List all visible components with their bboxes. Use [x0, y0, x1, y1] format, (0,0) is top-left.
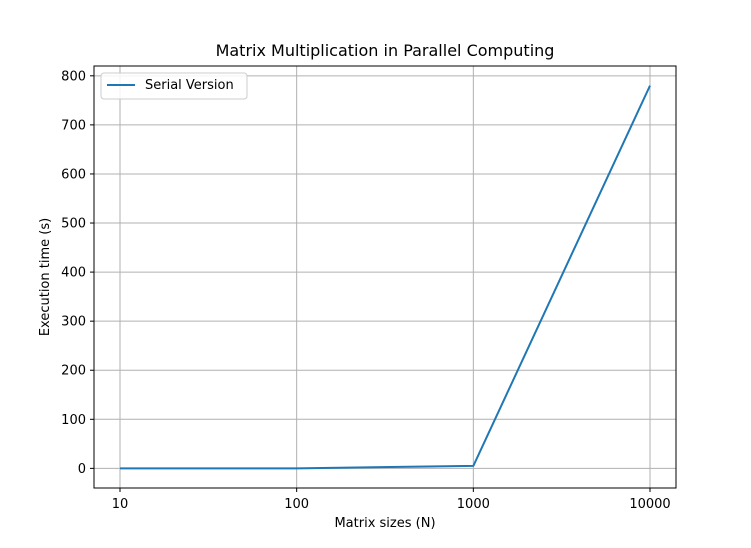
legend-label-serial-version: Serial Version [145, 78, 234, 93]
legend: Serial Version [100, 72, 248, 100]
x-tick-label: 1000 [457, 497, 490, 512]
legend-box [100, 72, 248, 100]
y-tick-label: 0 [78, 462, 86, 477]
series-layer [119, 85, 651, 470]
chart-title: Matrix Multiplication in Parallel Comput… [216, 41, 555, 60]
plot-frame [93, 65, 677, 489]
x-axis-label: Matrix sizes (N) [334, 516, 435, 531]
x-tick-label: 100 [284, 497, 309, 512]
y-tick-label: 400 [61, 266, 86, 281]
y-tick-label: 600 [61, 167, 86, 182]
y-tick-label: 200 [61, 364, 86, 379]
x-tick-label: 10 [112, 497, 129, 512]
series-line-serial-version [119, 85, 651, 470]
y-tick-label: 500 [61, 217, 86, 232]
tick-layer: 10 100 1000 10000 0 100 200 300 400 500 600 700 800 [61, 69, 671, 512]
y-tick-label: 300 [61, 315, 86, 330]
y-tick-label: 800 [61, 69, 86, 84]
y-axis-label: Execution time (s) [38, 218, 53, 336]
x-tick-label: 10000 [629, 497, 670, 512]
y-tick-label: 100 [61, 413, 86, 428]
grid-layer [94, 66, 676, 488]
y-tick-label: 700 [61, 118, 86, 133]
